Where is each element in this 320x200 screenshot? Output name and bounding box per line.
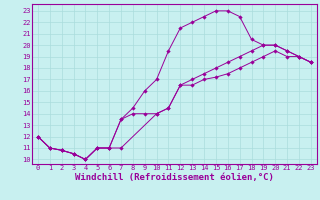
X-axis label: Windchill (Refroidissement éolien,°C): Windchill (Refroidissement éolien,°C) <box>75 173 274 182</box>
